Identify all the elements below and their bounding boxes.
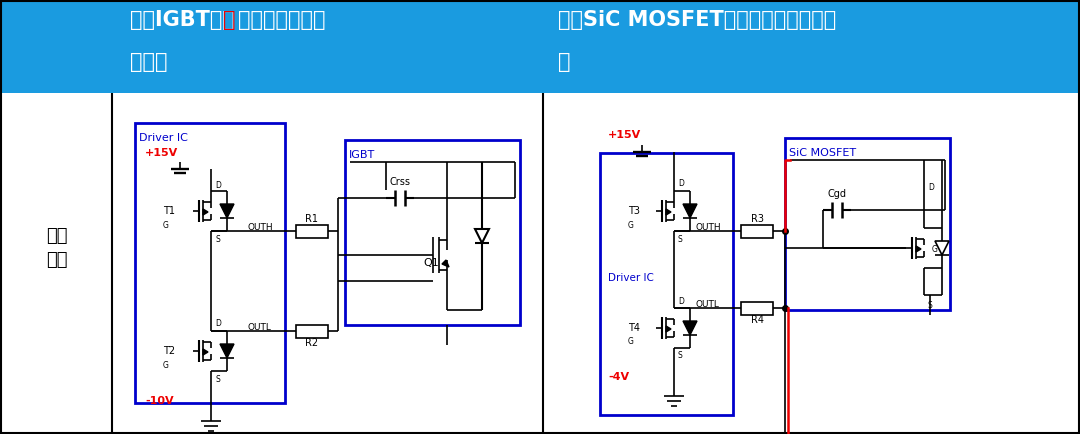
Text: S: S (928, 302, 933, 310)
Text: D: D (678, 296, 684, 306)
Polygon shape (442, 260, 449, 267)
Text: Cgd: Cgd (827, 189, 847, 199)
Polygon shape (683, 204, 697, 218)
Text: D: D (928, 184, 934, 193)
Text: IGBT: IGBT (349, 150, 375, 160)
Text: S: S (215, 375, 219, 384)
Text: 需要使用米勒钳: 需要使用米勒钳 (238, 10, 325, 30)
Text: 不: 不 (222, 10, 235, 30)
Text: D: D (678, 178, 684, 187)
Polygon shape (203, 349, 208, 355)
Text: G: G (163, 220, 168, 230)
Bar (741, 225, 773, 238)
Text: G: G (627, 338, 634, 346)
Text: Driver IC: Driver IC (608, 273, 653, 283)
Text: G: G (163, 361, 168, 369)
Text: 驱动IGBT通常: 驱动IGBT通常 (130, 10, 234, 30)
Text: R4: R4 (751, 315, 764, 325)
Bar (345, 140, 519, 325)
Text: D: D (215, 319, 221, 328)
Text: T2: T2 (163, 346, 175, 356)
Bar (600, 153, 733, 415)
Polygon shape (916, 246, 921, 252)
Text: Driver IC: Driver IC (139, 133, 188, 143)
Text: S: S (678, 234, 683, 243)
Bar (296, 325, 328, 338)
Text: G: G (627, 220, 634, 230)
Text: OUTL: OUTL (696, 300, 719, 309)
Text: D: D (215, 181, 221, 190)
Polygon shape (666, 326, 671, 332)
Text: +15V: +15V (608, 130, 642, 140)
Text: -4V: -4V (608, 372, 630, 382)
Bar (296, 225, 328, 238)
Text: Q1: Q1 (423, 258, 438, 268)
Text: T4: T4 (627, 323, 640, 333)
Polygon shape (203, 209, 208, 215)
Bar (0, 0, 1080, 93)
Text: G: G (932, 246, 937, 254)
Text: OUTH: OUTH (696, 223, 720, 232)
Text: T1: T1 (163, 206, 175, 216)
Text: R2: R2 (306, 338, 319, 348)
Text: S: S (678, 352, 683, 361)
Polygon shape (666, 209, 671, 215)
Text: 驱动
方案: 驱动 方案 (46, 227, 68, 270)
Text: SiC MOSFET: SiC MOSFET (789, 148, 856, 158)
Text: +15V: +15V (145, 148, 178, 158)
Text: T3: T3 (627, 206, 640, 216)
Polygon shape (220, 344, 234, 358)
Text: R3: R3 (751, 214, 764, 224)
Text: 位功能: 位功能 (130, 52, 167, 72)
Bar (135, 123, 285, 403)
Text: 能: 能 (558, 52, 570, 72)
Bar (741, 302, 773, 315)
Text: OUTH: OUTH (247, 223, 272, 232)
Text: OUTL: OUTL (247, 323, 271, 332)
Text: Crss: Crss (390, 177, 410, 187)
Text: R1: R1 (306, 214, 319, 224)
Text: -10V: -10V (145, 396, 174, 406)
Polygon shape (220, 204, 234, 218)
Text: 驱动SiC MOSFET建议使用米勒钳位功: 驱动SiC MOSFET建议使用米勒钳位功 (558, 10, 836, 30)
Polygon shape (683, 321, 697, 335)
Text: S: S (215, 234, 219, 243)
Bar (785, 138, 950, 310)
